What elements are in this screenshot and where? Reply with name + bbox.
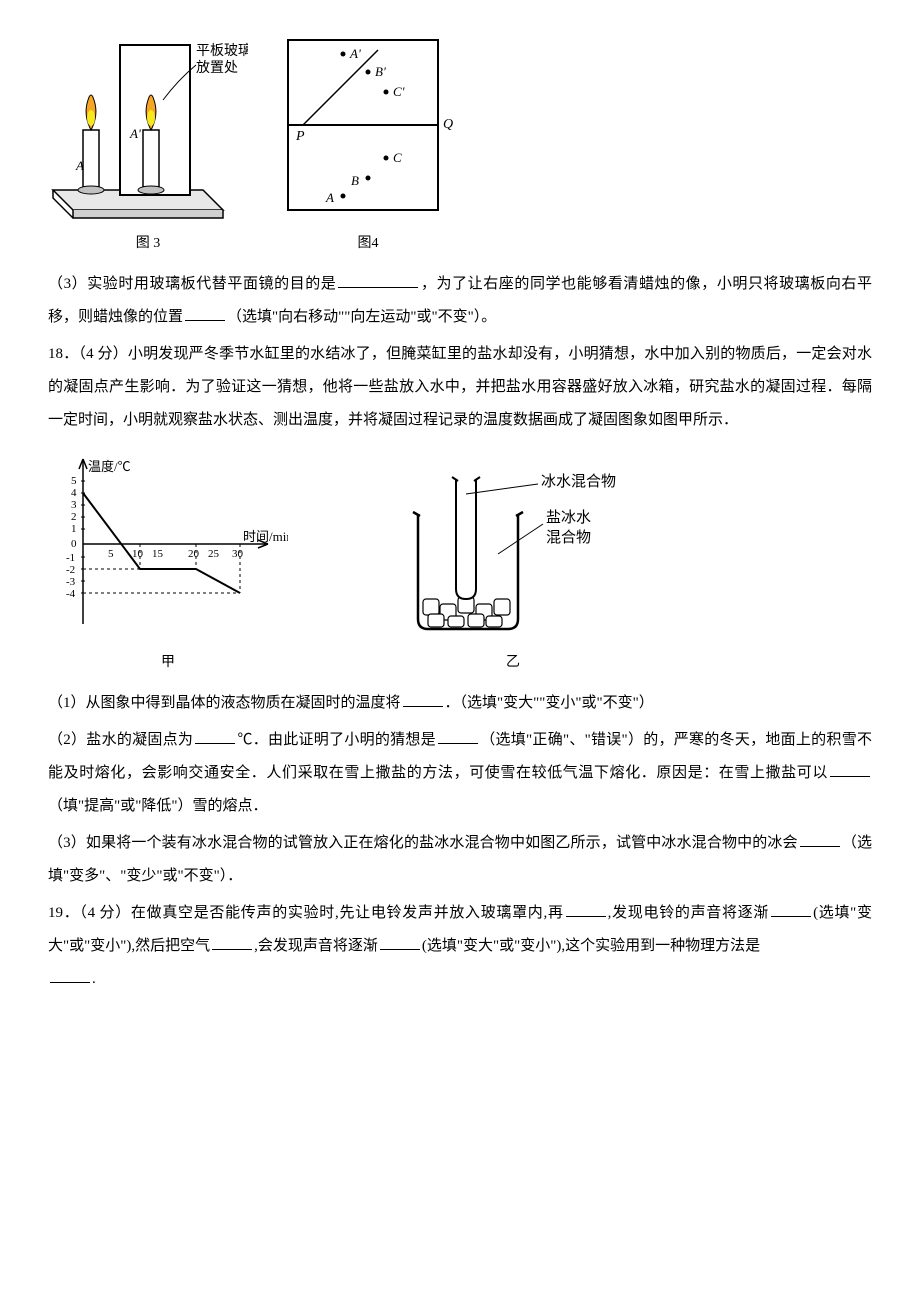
q18-sub2-blank2[interactable] (438, 726, 478, 744)
fig4-A: A (325, 190, 334, 205)
q18-sub2-blank3[interactable] (830, 759, 870, 777)
figure-jia: 温度/℃ 5 4 3 2 1 0 -1 -2 -3 -4 5 10 15 20 (48, 449, 288, 679)
q19-text: 19．（4 分）在做真空是否能传声的实验时,先让电铃发声并放入玻璃罩内,再 ,发现… (48, 897, 872, 996)
beaker-label-mid: 盐冰水 (546, 509, 591, 526)
q19-end: . (92, 971, 96, 987)
q19-blank5[interactable] (50, 965, 90, 983)
q18-sub2-after: （填"提高"或"降低"）雪的熔点． (48, 798, 268, 814)
svg-text:4: 4 (71, 487, 77, 499)
figure-4-caption: 图4 (358, 229, 379, 260)
fig4-B1: B' (375, 64, 386, 79)
q3-text: （3）实验时用玻璃板代替平面镜的目的是，为了让右座的同学也能够看清蜡烛的像，小明… (48, 268, 872, 334)
svg-text:20: 20 (188, 548, 200, 560)
fig3-label-Aprime: A' (129, 126, 141, 141)
q19-blank3[interactable] (212, 932, 252, 950)
svg-text:5: 5 (71, 475, 77, 487)
q18-sub3-blank[interactable] (800, 829, 840, 847)
beaker-label-mid2: 混合物 (546, 529, 591, 546)
beaker-label-top: 冰水混合物 (541, 473, 616, 490)
svg-text:-1: -1 (66, 552, 75, 564)
svg-text:-3: -3 (66, 576, 76, 588)
fig3-label-A: A (75, 158, 84, 173)
q18-sub1-blank[interactable] (403, 689, 443, 707)
graph-xlabel: 时间/min (243, 529, 288, 544)
fig4-C1: C' (393, 84, 405, 99)
q18-sub2-before: （2）盐水的凝固点为 (48, 732, 193, 748)
figure-3: A A' 平板玻璃 放置处 图 3 (48, 30, 248, 260)
figure-jia-caption: 甲 (161, 648, 175, 679)
figure-yi: 冰水混合物 盐冰水 混合物 乙 (398, 454, 628, 679)
beaker-yi-svg: 冰水混合物 盐冰水 混合物 (398, 454, 628, 644)
fig4-C: C (393, 150, 402, 165)
fig3-glass-label-2: 放置处 (196, 60, 238, 76)
svg-text:1: 1 (71, 523, 77, 535)
svg-text:10: 10 (132, 548, 144, 560)
q3-blank-1[interactable] (338, 270, 418, 288)
fig3-glass-label-1: 平板玻璃 (196, 42, 248, 59)
svg-text:-4: -4 (66, 588, 76, 600)
svg-text:15: 15 (152, 548, 164, 560)
figure-3-svg: A A' 平板玻璃 放置处 (48, 30, 248, 225)
q19-blank2[interactable] (771, 899, 811, 917)
q18-header: 18．（4 分）小明发现严冬季节水缸里的水结冰了，但腌菜缸里的盐水却没有，小明猜… (48, 338, 872, 437)
figure-yi-caption: 乙 (506, 648, 520, 679)
q18-sub1-after: ．（选填"变大""变小"或"不变"） (445, 695, 654, 711)
graph-jia-svg: 温度/℃ 5 4 3 2 1 0 -1 -2 -3 -4 5 10 15 20 (48, 449, 288, 644)
q3-options: （选填"向右移动""向左运动"或"不变"）。 (227, 309, 496, 325)
fig4-B: B (351, 173, 359, 188)
q19-after2: ,会发现声音将逐渐 (254, 938, 378, 954)
q18-sub1: （1）从图象中得到晶体的液态物质在凝固时的温度将 ．（选填"变大""变小"或"不变… (48, 687, 872, 720)
svg-text:25: 25 (208, 548, 220, 560)
fig4-Q: Q (443, 117, 453, 132)
q18-figures-row: 温度/℃ 5 4 3 2 1 0 -1 -2 -3 -4 5 10 15 20 (48, 449, 872, 679)
fig4-A1: A' (349, 46, 361, 61)
figure-4: A' B' C' P Q C B A 图4 (278, 30, 458, 260)
figure-4-svg: A' B' C' P Q C B A (278, 30, 458, 225)
q19-after1: ,发现电铃的声音将逐渐 (608, 905, 769, 921)
q18-sub3-before: （3）如果将一个装有冰水混合物的试管放入正在熔化的盐冰水混合物中如图乙所示，试管… (48, 835, 798, 851)
q3-blank-2[interactable] (185, 303, 225, 321)
fig4-P: P (295, 129, 305, 144)
svg-text:3: 3 (71, 499, 77, 511)
svg-text:2: 2 (71, 511, 77, 523)
svg-text:30: 30 (232, 548, 244, 560)
q19-options2: (选填"变大"或"变小"),这个实验用到一种物理方法是 (422, 938, 760, 954)
q18-sub2-blank1[interactable] (195, 726, 235, 744)
figure-3-caption: 图 3 (136, 229, 161, 260)
q3-before-1: （3）实验时用玻璃板代替平面镜的目的是 (48, 276, 336, 292)
q18-sub3: （3）如果将一个装有冰水混合物的试管放入正在熔化的盐冰水混合物中如图乙所示，试管… (48, 827, 872, 893)
q19-blank4[interactable] (380, 932, 420, 950)
q18-sub2-mid1: ℃．由此证明了小明的猜想是 (237, 732, 436, 748)
q18-sub2: （2）盐水的凝固点为℃．由此证明了小明的猜想是（选填"正确"、"错误"）的，严寒… (48, 724, 872, 823)
q18-sub1-before: （1）从图象中得到晶体的液态物质在凝固时的温度将 (48, 695, 401, 711)
figures-3-4-row: A A' 平板玻璃 放置处 图 3 A' B' C' (48, 30, 872, 260)
q19-before1: 19．（4 分）在做真空是否能传声的实验时,先让电铃发声并放入玻璃罩内,再 (48, 905, 564, 921)
graph-ylabel: 温度/℃ (88, 459, 131, 474)
svg-text:5: 5 (108, 548, 114, 560)
svg-text:-2: -2 (66, 564, 75, 576)
q19-blank1[interactable] (566, 899, 606, 917)
svg-text:0: 0 (71, 538, 77, 550)
